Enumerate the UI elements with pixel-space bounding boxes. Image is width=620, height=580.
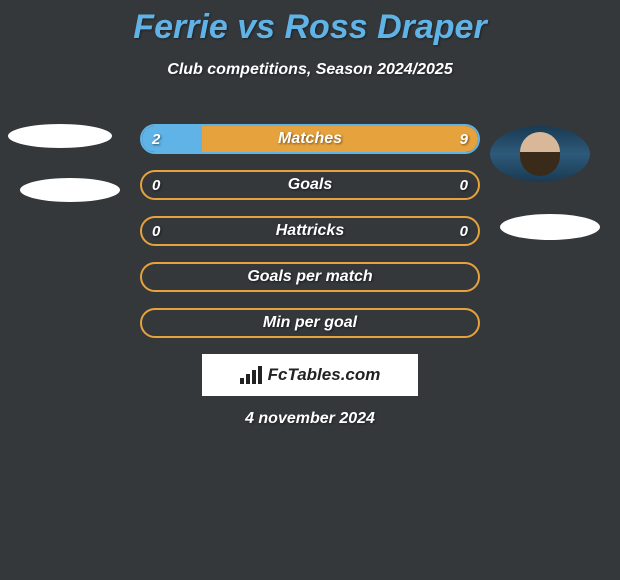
player-right-avatar-photo <box>490 126 590 182</box>
player-left-avatar-2 <box>20 178 120 202</box>
date-label: 4 november 2024 <box>0 410 620 428</box>
stat-label: Goals per match <box>142 264 478 290</box>
page-subtitle: Club competitions, Season 2024/2025 <box>0 61 620 79</box>
stat-row: 00Hattricks <box>140 216 480 246</box>
stat-rows: 29Matches 00Goals 00Hattricks Goals per mat… <box>140 124 480 354</box>
player-left-avatar-1 <box>8 124 112 148</box>
stat-label: Matches <box>142 126 478 152</box>
stat-row: Goals per match <box>140 262 480 292</box>
page-title: Ferrie vs Ross Draper <box>0 0 620 47</box>
stat-row: 00Goals <box>140 170 480 200</box>
logo-text: FcTables.com <box>268 365 381 385</box>
player-right-avatar-2 <box>500 214 600 240</box>
stat-label: Goals <box>142 172 478 198</box>
stat-label: Min per goal <box>142 310 478 336</box>
stat-row: Min per goal <box>140 308 480 338</box>
stat-label: Hattricks <box>142 218 478 244</box>
stat-row: 29Matches <box>140 124 480 154</box>
logo-box: FcTables.com <box>202 354 418 396</box>
logo-bars-icon <box>240 366 262 384</box>
